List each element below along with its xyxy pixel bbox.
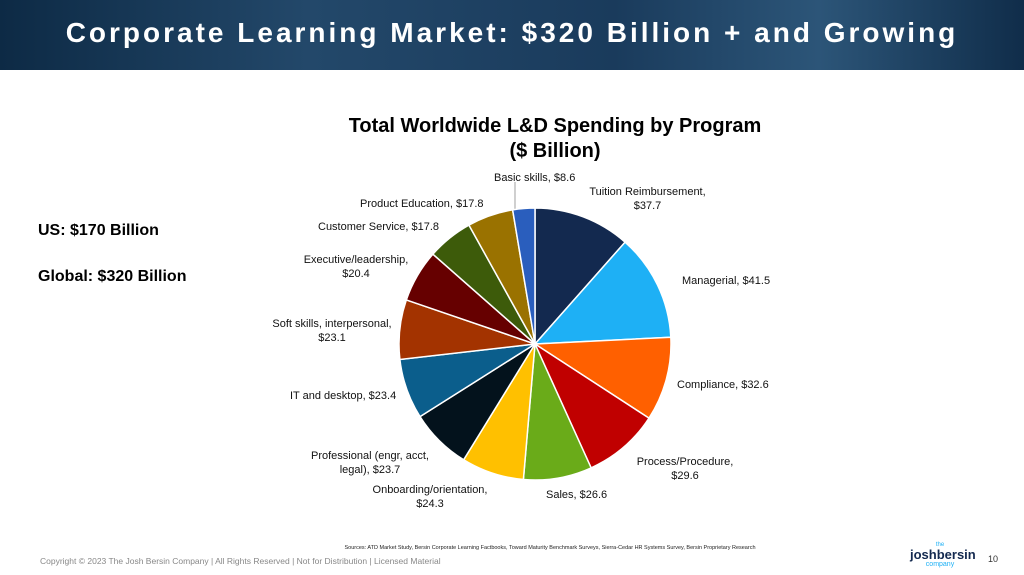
data-label: Soft skills, interpersonal, $23.1 [272, 318, 392, 344]
pie-slice [533, 241, 672, 345]
chart-subtitle: ($ Billion) [509, 140, 601, 162]
data-label: Sales, $26.6 [546, 489, 608, 501]
data-label: Tuition Reimbursement, $37.7 [589, 186, 706, 212]
data-label: Product Education, $17.8 [360, 198, 484, 210]
data-label: Executive/leadership, $20.4 [303, 254, 409, 280]
header-bar: Corporate Learning Market: $320 Billion … [0, 0, 1024, 70]
data-label: Onboarding/orientation, $24.3 [372, 484, 488, 510]
pie-slice [511, 207, 536, 345]
note: Global: $320 Billion [38, 268, 187, 285]
logo: the joshbersin company [910, 540, 976, 570]
pie-slice [534, 207, 627, 346]
logo-text: company [925, 561, 955, 568]
logo-text: joshbersin [910, 547, 976, 562]
pie-slice [532, 336, 672, 420]
data-label: Process/Procedure, $29.6 [636, 456, 734, 482]
note: US: $170 Billion [38, 222, 159, 239]
data-label: Customer Service, $17.8 [318, 221, 440, 233]
sources: Sources: ATD Market Study, Bersin Corpor… [344, 545, 756, 551]
page-number: 10 [988, 554, 999, 564]
data-label: Professional (engr, acct, legal), $23.7 [310, 450, 429, 476]
logo-text: the [935, 542, 945, 548]
copyright: Copyright © 2023 The Josh Bersin Company… [40, 556, 441, 566]
data-label: Basic skills, $8.6 [494, 172, 576, 184]
data-label: Compliance, $32.6 [677, 379, 769, 391]
data-label: Managerial, $41.5 [682, 275, 771, 287]
chart-title: Total Worldwide L&D Spending by Program [348, 115, 762, 137]
data-label: IT and desktop, $23.4 [290, 390, 397, 402]
slide-title: Corporate Learning Market: $320 Billion … [65, 17, 959, 48]
